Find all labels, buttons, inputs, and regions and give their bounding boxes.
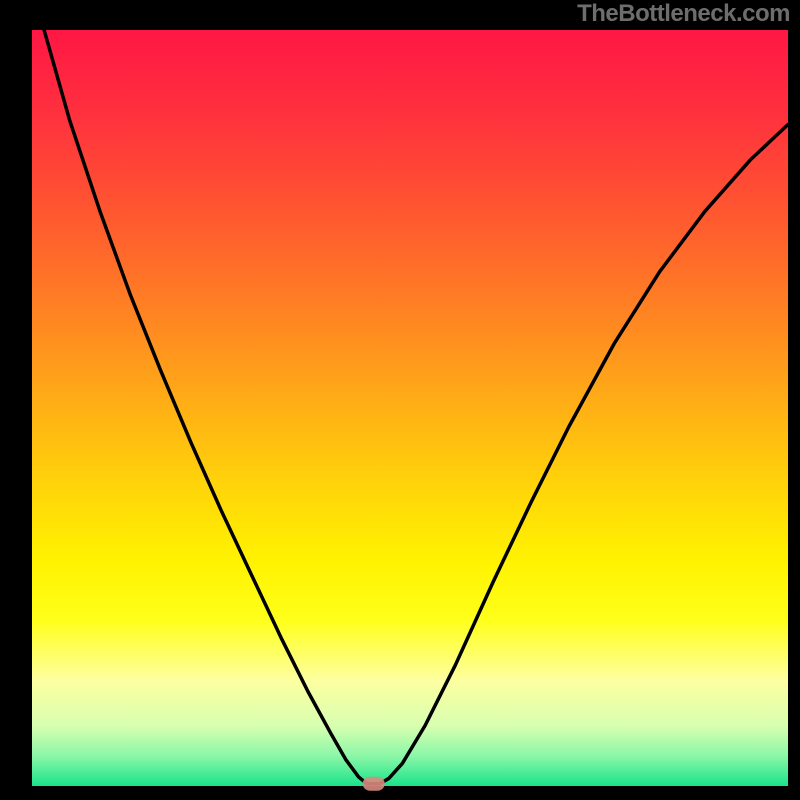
chart-container: TheBottleneck.com [0, 0, 800, 800]
bottleneck-chart [0, 0, 800, 800]
optimal-point-marker [363, 777, 385, 791]
watermark-text: TheBottleneck.com [577, 0, 790, 28]
plot-background [32, 30, 788, 786]
